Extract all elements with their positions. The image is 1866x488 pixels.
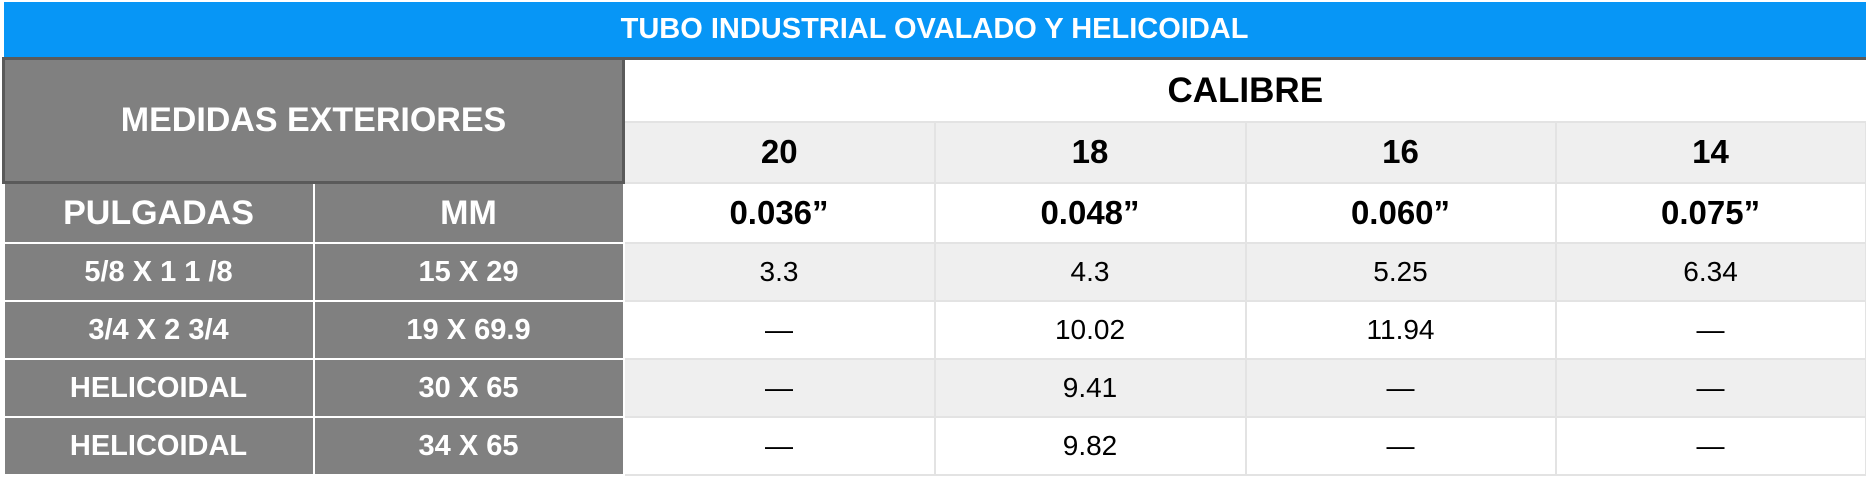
gauge-row: 20 18 16 14 — [4, 121, 1866, 184]
value-cell: — — [622, 416, 936, 476]
medidas-exteriores-header: MEDIDAS EXTERIORES — [2, 57, 625, 184]
table-row: 5/8 X 1 1 /8 15 X 29 3.3 4.3 5.25 6.34 — [2, 242, 1866, 302]
table-title: TUBO INDUSTRIAL OVALADO Y HELICOIDAL — [3, 2, 1866, 60]
row-pulgadas: 3/4 X 2 3/4 — [2, 300, 315, 360]
pulgadas-header: PULGADAS — [2, 181, 315, 244]
gauge-20: 20 — [622, 121, 936, 184]
value-cell: 3.3 — [622, 242, 936, 302]
table-row: HELICOIDAL 34 X 65 — 9.82 — — — [2, 416, 1866, 476]
value-cell: — — [622, 358, 936, 418]
value-cell: 10.02 — [933, 300, 1247, 360]
gauge-14: 14 — [1554, 121, 1866, 184]
value-cell: — — [1244, 358, 1557, 418]
row-pulgadas: HELICOIDAL — [2, 358, 315, 418]
value-cell: 11.94 — [1244, 300, 1557, 360]
row-mm: 30 X 65 — [312, 358, 625, 418]
row-pulgadas: HELICOIDAL — [2, 416, 315, 476]
row-mm: 19 X 69.9 — [312, 300, 625, 360]
title-row: TUBO INDUSTRIAL OVALADO Y HELICOIDAL — [3, 2, 1866, 60]
value-cell: — — [1554, 300, 1866, 360]
row-mm: 15 X 29 — [312, 242, 625, 302]
tube-specs-table: TUBO INDUSTRIAL OVALADO Y HELICOIDAL MED… — [2, 2, 1866, 476]
value-cell: — — [1554, 416, 1866, 476]
calibre-row: MEDIDAS EXTERIORES CALIBRE — [2, 57, 1866, 184]
value-cell: 9.82 — [933, 416, 1247, 476]
thickness-20: 0.036” — [622, 181, 936, 244]
calibre-header: CALIBRE — [623, 58, 1866, 124]
row-mm: 34 X 65 — [312, 416, 625, 476]
mm-header: MM — [312, 181, 625, 244]
value-cell: — — [1554, 358, 1866, 418]
thickness-14: 0.075” — [1554, 181, 1866, 244]
gauge-18: 18 — [933, 121, 1247, 184]
table-row: 3/4 X 2 3/4 19 X 69.9 — 10.02 11.94 — — [2, 300, 1866, 360]
units-row: PULGADAS MM 0.036” 0.048” 0.060” 0.075” — [2, 181, 1866, 244]
gauge-16: 16 — [1244, 121, 1557, 184]
thickness-18: 0.048” — [933, 181, 1247, 244]
value-cell: 4.3 — [933, 242, 1247, 302]
thickness-16: 0.060” — [1244, 181, 1557, 244]
table-row: HELICOIDAL 30 X 65 — 9.41 — — — [2, 358, 1866, 418]
value-cell: 9.41 — [933, 358, 1247, 418]
value-cell: — — [1244, 416, 1557, 476]
value-cell: 6.34 — [1554, 242, 1866, 302]
value-cell: 5.25 — [1244, 242, 1557, 302]
row-pulgadas: 5/8 X 1 1 /8 — [2, 242, 315, 302]
value-cell: — — [622, 300, 936, 360]
